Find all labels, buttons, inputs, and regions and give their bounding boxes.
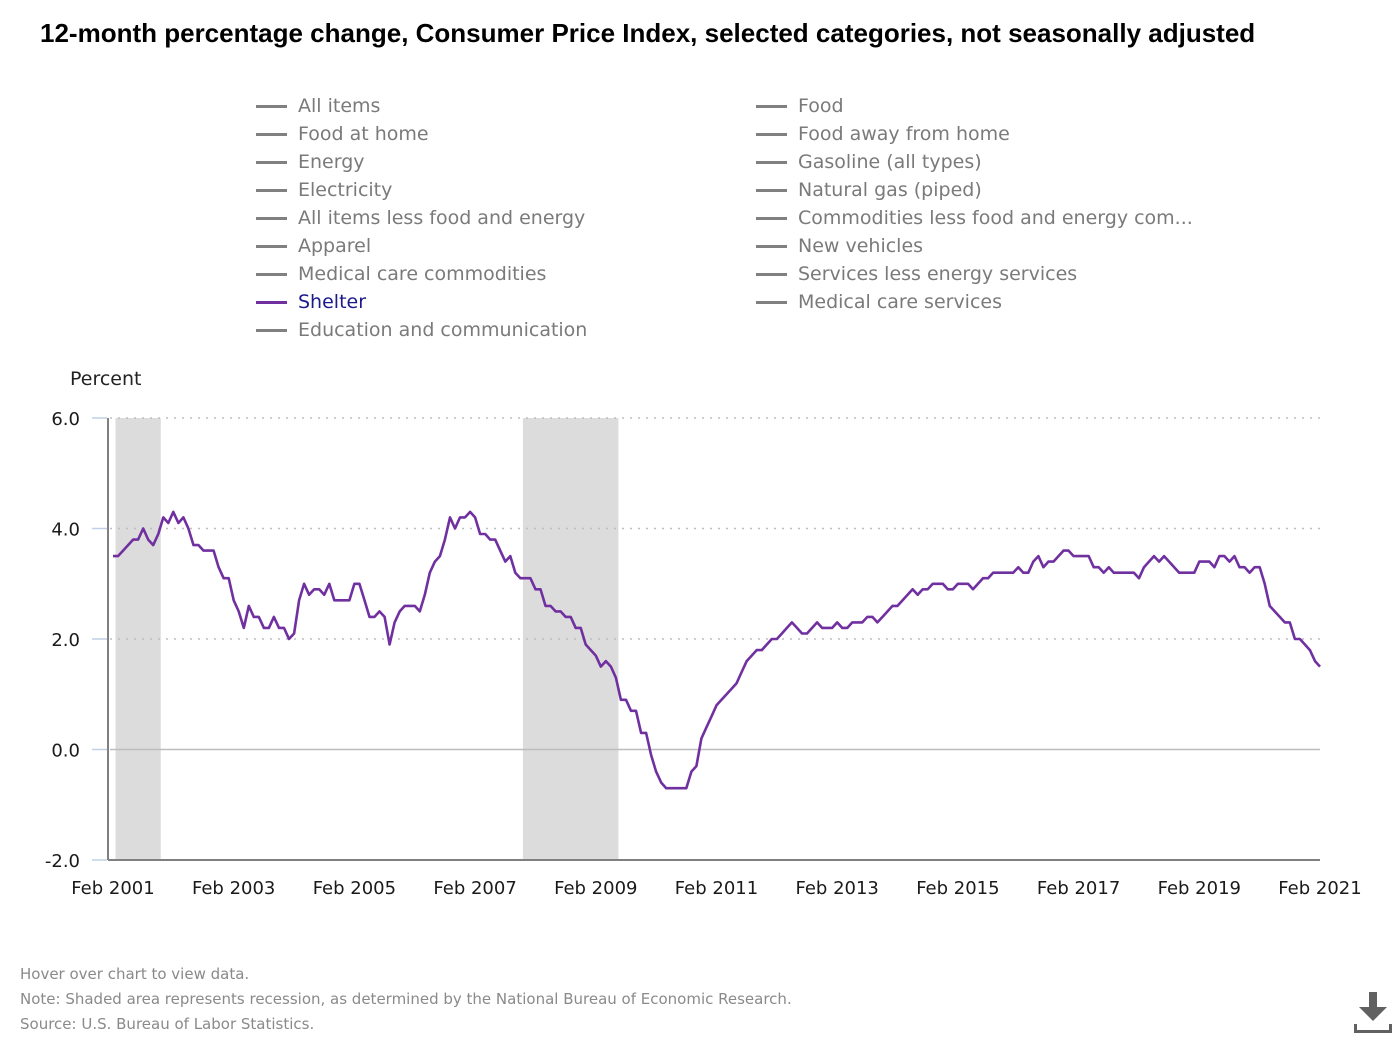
legend-item-all-items[interactable]: All items — [256, 92, 587, 120]
series-line-shelter[interactable] — [113, 510, 1321, 790]
legend-item-food[interactable]: Food — [756, 92, 1193, 120]
legend-line-icon — [256, 132, 287, 136]
legend-item-natural-gas-piped[interactable]: Natural gas (piped) — [756, 176, 1193, 204]
legend-item-services-less-energy-services[interactable]: Services less energy services — [756, 260, 1193, 288]
legend-item-commodities-less-food-and-energy-com[interactable]: Commodities less food and energy com... — [756, 204, 1193, 232]
x-tick-label: Feb 2005 — [313, 878, 396, 899]
x-tick-label: Feb 2015 — [916, 878, 999, 899]
legend-line-icon — [756, 244, 787, 248]
legend-item-new-vehicles[interactable]: New vehicles — [756, 232, 1193, 260]
legend-item-electricity[interactable]: Electricity — [256, 176, 587, 204]
legend-item-shelter[interactable]: Shelter — [256, 288, 587, 316]
legend-item-food-away-from-home[interactable]: Food away from home — [756, 120, 1193, 148]
recession-shading — [115, 418, 619, 860]
y-axis-label: Percent — [70, 368, 142, 390]
y-tick-label: 2.0 — [51, 630, 80, 651]
legend-line-icon — [256, 244, 287, 248]
legend-label: Gasoline (all types) — [798, 151, 982, 173]
legend-label: Medical care services — [798, 291, 1002, 313]
chart-plot[interactable]: 6.04.02.00.0-2.0 Feb 2001 Feb 2003 Feb 200… — [0, 400, 1400, 900]
legend-line-icon — [256, 216, 287, 220]
legend-label: Food — [798, 95, 844, 117]
legend-line-icon — [256, 160, 287, 164]
x-tick-label: Feb 2009 — [554, 878, 637, 899]
download-button[interactable] — [1352, 990, 1394, 1034]
y-tick-label: 6.0 — [51, 409, 80, 430]
legend-label: Apparel — [298, 235, 372, 257]
legend-item-apparel[interactable]: Apparel — [256, 232, 587, 260]
gridlines — [110, 417, 1320, 751]
recession-band-2 — [522, 418, 619, 860]
download-icon — [1354, 992, 1392, 1033]
legend-item-medical-care-services[interactable]: Medical care services — [756, 288, 1193, 316]
x-tick-label: Feb 2003 — [192, 878, 275, 899]
footer-notes: Hover over chart to view data. Note: Sha… — [20, 962, 792, 1037]
legend-line-icon — [756, 132, 787, 136]
legend-item-medical-care-commodities[interactable]: Medical care commodities — [256, 260, 587, 288]
x-tick-labels: Feb 2001 Feb 2003 Feb 2005 Feb 2007 Feb 2009… — [71, 878, 1361, 899]
legend-line-icon — [256, 300, 287, 304]
chart-title: 12-month percentage change, Consumer Pri… — [40, 18, 1256, 48]
legend-column-left: All items Food at home Energy Electricity Al… — [256, 92, 587, 344]
legend-label: Shelter — [298, 291, 367, 313]
legend-label: Medical care commodities — [298, 263, 547, 285]
legend-label: Services less energy services — [798, 263, 1078, 285]
legend-line-icon — [256, 104, 287, 108]
axes — [92, 417, 1320, 861]
legend-line-icon — [756, 300, 787, 304]
y-tick-label: 4.0 — [51, 520, 80, 541]
x-tick-label: Feb 2007 — [433, 878, 516, 899]
legend-label: Education and communication — [298, 319, 588, 341]
source-note: Source: U.S. Bureau of Labor Statistics. — [20, 1015, 315, 1033]
x-tick-label: Feb 2013 — [795, 878, 878, 899]
recession-band-1 — [115, 418, 161, 860]
legend-label: Food at home — [298, 123, 429, 145]
legend-label: New vehicles — [798, 235, 924, 257]
x-tick-label: Feb 2001 — [71, 878, 154, 899]
x-tick-label: Feb 2017 — [1037, 878, 1120, 899]
legend-label: Food away from home — [798, 123, 1010, 145]
legend-line-icon — [756, 272, 787, 276]
legend-line-icon — [756, 188, 787, 192]
legend-line-icon — [256, 328, 287, 332]
y-tick-labels: 6.0 4.0 2.0 0.0 -2.0 — [45, 409, 80, 872]
y-tick-label: 0.0 — [51, 741, 80, 762]
x-tick-label: Feb 2019 — [1158, 878, 1241, 899]
legend-label: Electricity — [298, 179, 393, 201]
legend-line-icon — [756, 104, 787, 108]
legend-label: All items — [298, 95, 381, 117]
legend-column-right: Food Food away from home Gasoline (all typ… — [756, 92, 1193, 316]
legend-item-education-and-communication[interactable]: Education and communication — [256, 316, 587, 344]
legend-label: Natural gas (piped) — [798, 179, 982, 201]
y-tick-label: -2.0 — [45, 851, 80, 872]
legend-line-icon — [256, 272, 287, 276]
legend-label: Commodities less food and energy com... — [798, 207, 1193, 229]
legend-label: Energy — [298, 151, 365, 173]
legend-line-icon — [256, 188, 287, 192]
x-tick-label: Feb 2021 — [1278, 878, 1361, 899]
legend-item-food-at-home[interactable]: Food at home — [256, 120, 587, 148]
x-tick-label: Feb 2011 — [675, 878, 758, 899]
legend-item-all-items-less-food-and-energy[interactable]: All items less food and energy — [256, 204, 587, 232]
legend-label: All items less food and energy — [298, 207, 586, 229]
legend-item-energy[interactable]: Energy — [256, 148, 587, 176]
recession-note: Note: Shaded area represents recession, … — [20, 990, 792, 1008]
legend-item-gasoline-all-types[interactable]: Gasoline (all types) — [756, 148, 1193, 176]
hover-note: Hover over chart to view data. — [20, 965, 250, 983]
legend-line-icon — [756, 160, 787, 164]
legend-line-icon — [756, 216, 787, 220]
series-layer — [113, 510, 1321, 790]
